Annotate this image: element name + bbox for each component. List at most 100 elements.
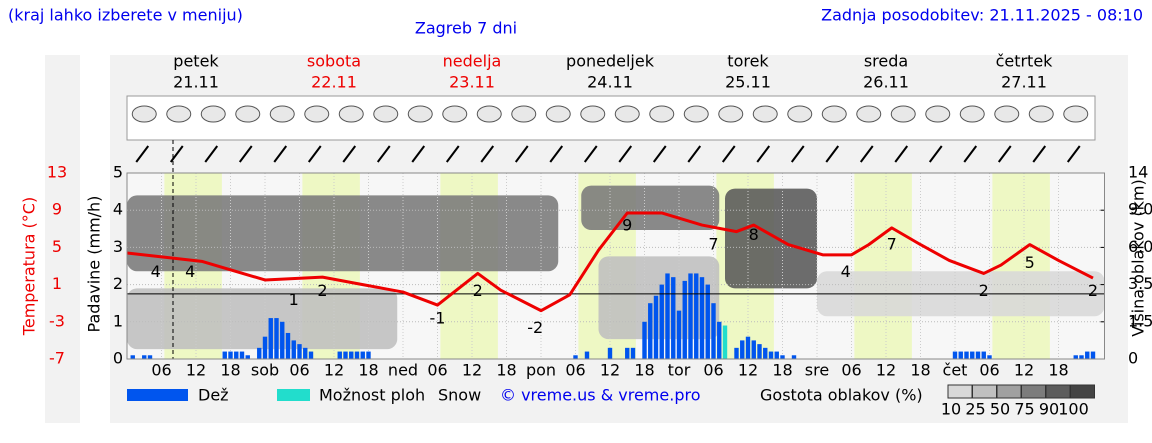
wind-barb bbox=[1066, 145, 1081, 163]
x-tick-label: 18 bbox=[358, 361, 378, 380]
precip-bar bbox=[366, 351, 371, 359]
weather-icon bbox=[959, 105, 985, 123]
precip-bar bbox=[607, 347, 613, 359]
precip-bar bbox=[625, 347, 630, 359]
precip-bar bbox=[970, 351, 975, 359]
wind-barb bbox=[135, 145, 150, 163]
cloud-tick-label: 6.0 bbox=[1128, 237, 1152, 256]
day-name: nedelja bbox=[443, 52, 502, 71]
precip-bar bbox=[291, 340, 296, 359]
wind-barb bbox=[618, 145, 633, 163]
x-tick-label: 18 bbox=[1048, 361, 1068, 380]
wind-barb bbox=[238, 145, 253, 163]
wind-barb bbox=[894, 145, 909, 163]
weather-icon bbox=[511, 105, 537, 123]
cloud-tick-label: 0 bbox=[1128, 349, 1138, 368]
wind-barb bbox=[963, 145, 978, 163]
x-tick-label: 12 bbox=[1014, 361, 1034, 380]
x-tick-label: ned bbox=[388, 361, 418, 380]
weather-icon bbox=[580, 105, 606, 123]
density-tick-label: 75 bbox=[1014, 400, 1034, 419]
day-date: 27.11 bbox=[1001, 73, 1047, 92]
precip-bar bbox=[222, 351, 227, 359]
precip-bar bbox=[1073, 355, 1078, 359]
x-tick-label: 06 bbox=[703, 361, 723, 380]
day-name: torek bbox=[727, 52, 769, 71]
temp-label: 4 bbox=[151, 262, 161, 281]
temp-label: 2 bbox=[473, 281, 483, 300]
precip-bar bbox=[653, 295, 659, 359]
weather-icon bbox=[338, 105, 364, 123]
weather-icon bbox=[545, 105, 571, 123]
precip-axis-title: Padavine (mm/h) bbox=[85, 196, 104, 333]
wind-barb bbox=[997, 145, 1012, 163]
precip-bar bbox=[245, 355, 250, 359]
title: Zagreb 7 dni bbox=[415, 19, 517, 38]
x-tick-label: 12 bbox=[324, 361, 344, 380]
temp-label: 2 bbox=[317, 281, 327, 300]
day-date: 21.11 bbox=[173, 73, 219, 92]
cloud-tick-label: 9.0 bbox=[1128, 200, 1152, 219]
precip-bar bbox=[147, 355, 153, 359]
density-tick-label: 25 bbox=[965, 400, 985, 419]
precip-bar bbox=[975, 351, 981, 359]
day-name: ponedeljek bbox=[566, 52, 655, 71]
precip-bar bbox=[705, 284, 710, 359]
wind-barb bbox=[514, 145, 529, 163]
legend-label: Dež bbox=[198, 386, 229, 405]
density-swatch bbox=[1045, 384, 1071, 399]
precip-bar bbox=[688, 273, 693, 359]
x-tick-label: 12 bbox=[600, 361, 620, 380]
day-name: četrtek bbox=[996, 52, 1054, 71]
cloud-tick-label: 3.5 bbox=[1128, 274, 1152, 293]
weather-icon bbox=[683, 105, 709, 123]
precip-bar bbox=[671, 277, 676, 359]
density-tick-label: 10 bbox=[941, 400, 961, 419]
weather-icon bbox=[994, 105, 1020, 123]
left-strip bbox=[45, 55, 80, 423]
precip-bar bbox=[659, 284, 664, 359]
precip-bar bbox=[239, 351, 245, 359]
density-swatch bbox=[947, 384, 973, 399]
weather-icon bbox=[787, 105, 813, 123]
weather-icon bbox=[131, 105, 157, 123]
weather-icon bbox=[890, 105, 916, 123]
weather-icon bbox=[442, 105, 468, 123]
x-tick-label: 18 bbox=[220, 361, 240, 380]
legend-swatch bbox=[127, 389, 188, 401]
precip-bar bbox=[234, 351, 239, 359]
weather-icon bbox=[925, 105, 951, 123]
temp-label: 8 bbox=[749, 225, 759, 244]
precip-bar bbox=[285, 332, 291, 359]
precip-bar bbox=[722, 325, 728, 359]
weather-icon bbox=[821, 105, 847, 123]
precip-tick-label: 2 bbox=[113, 274, 123, 293]
x-tick-label: 06 bbox=[979, 361, 999, 380]
temp-label: 1 bbox=[289, 290, 299, 309]
snow-label: Snow bbox=[438, 386, 481, 405]
precip-tick-label: 5 bbox=[113, 163, 123, 182]
x-tick-label: pon bbox=[526, 361, 556, 380]
wind-barb bbox=[549, 145, 564, 163]
temp-tick-label: 5 bbox=[52, 237, 62, 256]
temp-label: 4 bbox=[841, 262, 851, 281]
precip-bar bbox=[699, 277, 705, 359]
weather-icon bbox=[235, 105, 261, 123]
day-name: sreda bbox=[864, 52, 908, 71]
temp-label: -1 bbox=[430, 309, 446, 328]
precip-bar bbox=[262, 336, 268, 359]
weather-icon bbox=[407, 105, 433, 123]
day-date: 26.11 bbox=[863, 73, 909, 92]
precip-bar bbox=[648, 303, 653, 359]
wind-barb bbox=[342, 145, 357, 163]
weather-icon bbox=[614, 105, 640, 123]
precip-bar bbox=[343, 351, 348, 359]
precip-tick-label: 0 bbox=[113, 349, 123, 368]
weather-icon bbox=[373, 105, 399, 123]
cloud-layer bbox=[725, 188, 817, 289]
temp-tick-label: 9 bbox=[52, 200, 62, 219]
precip-bar bbox=[768, 351, 774, 359]
x-tick-label: sre bbox=[805, 361, 829, 380]
precip-tick-label: 4 bbox=[113, 200, 123, 219]
day-date: 24.11 bbox=[587, 73, 633, 92]
